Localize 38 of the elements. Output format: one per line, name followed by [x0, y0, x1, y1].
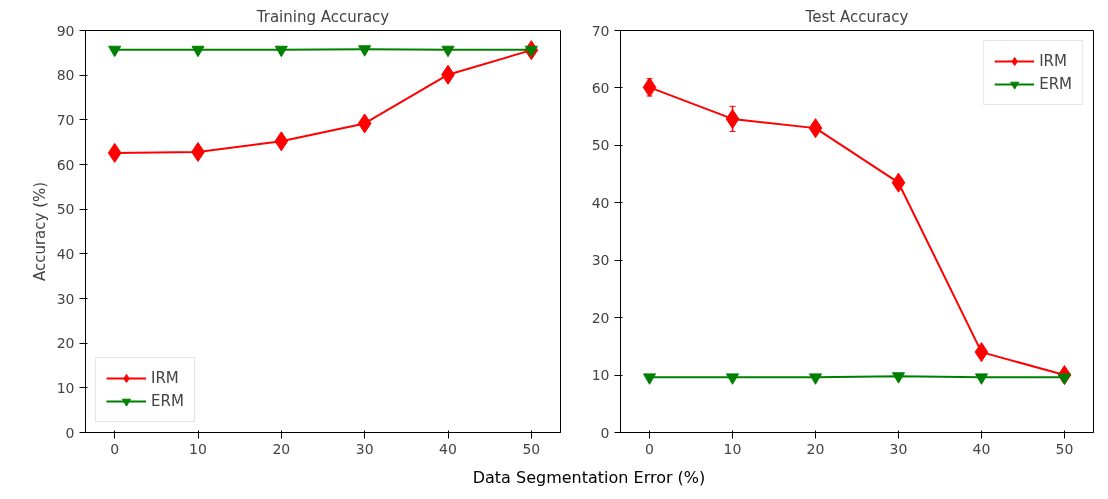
y-tick-label: 80	[56, 67, 75, 84]
y-axis-title: Accuracy (%)	[30, 181, 49, 282]
x-tick-label: 40	[439, 440, 457, 457]
y-tick-label: 70	[56, 111, 75, 128]
legend-label: IRM	[151, 369, 179, 387]
y-tick-label: 50	[56, 201, 75, 218]
y-tick-label: 30	[591, 252, 610, 269]
x-tick-label: 30	[355, 440, 374, 457]
y-tick-label: 90	[56, 22, 75, 39]
y-tick-label: 10	[56, 379, 75, 396]
x-tick-label: 30	[889, 440, 908, 457]
x-tick-label: 50	[1055, 440, 1074, 457]
y-tick-label: 20	[591, 309, 610, 326]
y-tick-label: 60	[56, 156, 75, 173]
chart-title: Training Accuracy	[255, 7, 390, 26]
x-tick-label: 10	[723, 440, 742, 457]
y-tick-label: 0	[600, 424, 610, 441]
chart-title: Test Accuracy	[804, 7, 909, 26]
x-tick-label: 20	[272, 440, 291, 457]
legend-label: ERM	[151, 392, 184, 410]
x-tick-label: 50	[522, 440, 541, 457]
y-tick-label: 10	[591, 367, 610, 384]
y-tick-label: 50	[591, 137, 610, 154]
legend-label: IRM	[1039, 52, 1067, 70]
x-tick-label: 0	[645, 440, 655, 457]
legend-label: ERM	[1039, 75, 1072, 93]
x-tick-label: 20	[806, 440, 825, 457]
y-tick-label: 60	[591, 79, 610, 96]
x-tick-label: 40	[972, 440, 991, 457]
y-tick-label: 40	[56, 245, 75, 262]
y-tick-label: 20	[56, 335, 75, 352]
y-tick-label: 30	[56, 290, 75, 307]
x-tick-label: 0	[110, 440, 120, 457]
x-axis-title: Data Segmentation Error (%)	[472, 467, 706, 489]
y-tick-label: 40	[591, 194, 610, 211]
y-tick-label: 70	[591, 22, 610, 39]
x-tick-label: 10	[189, 440, 207, 457]
y-tick-label: 0	[65, 424, 75, 441]
